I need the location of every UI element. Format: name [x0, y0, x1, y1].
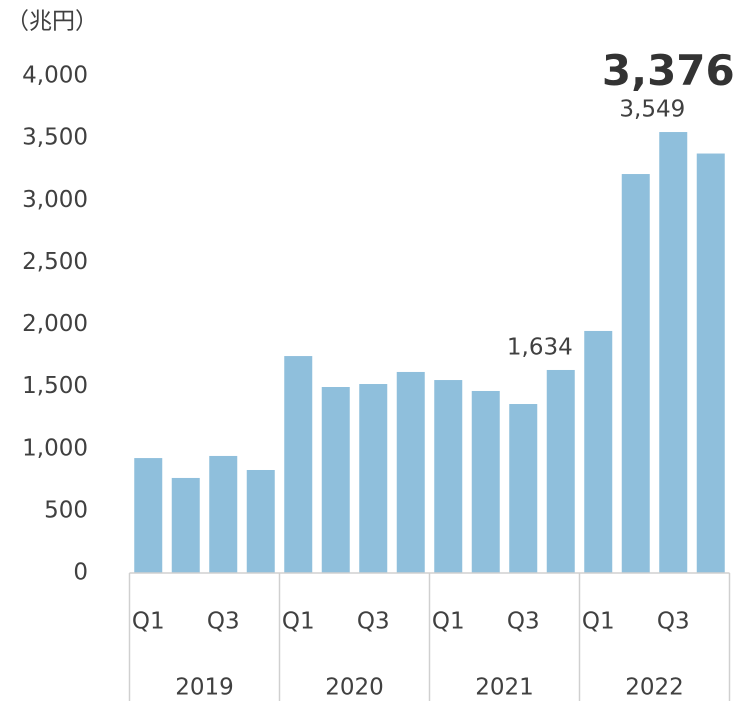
data-label: 3,376 [602, 46, 735, 95]
y-tick-label: 2,000 [22, 311, 88, 337]
y-tick-label: 4,000 [22, 63, 88, 89]
bar [621, 174, 650, 573]
y-tick-label: 1,500 [22, 373, 88, 399]
x-tick-label: Q1 [582, 609, 615, 635]
bar [321, 386, 350, 573]
bar [471, 390, 500, 573]
bar [359, 384, 388, 573]
x-tick-label: Q1 [282, 609, 315, 635]
bar [696, 153, 725, 574]
data-label: 3,549 [619, 97, 685, 123]
x-tick-label: Q3 [207, 609, 240, 635]
y-tick-label: 1,000 [22, 435, 88, 461]
bar [546, 369, 575, 573]
y-axis-label: （兆円） [6, 9, 98, 35]
data-label: 1,634 [507, 334, 573, 360]
group-label: 2019 [175, 675, 234, 701]
group-label: 2020 [325, 675, 384, 701]
bar [171, 477, 200, 573]
y-tick-label: 500 [44, 497, 88, 523]
y-tick-label: 3,000 [22, 187, 88, 213]
bar [209, 455, 238, 573]
bar [509, 404, 538, 573]
bar [396, 371, 425, 573]
bar [584, 330, 613, 573]
x-tick-label: Q3 [507, 609, 540, 635]
bar [284, 356, 313, 573]
bar [659, 132, 688, 573]
bar [246, 469, 275, 573]
x-tick-label: Q3 [657, 609, 690, 635]
x-tick-label: Q1 [432, 609, 465, 635]
y-tick-label: 0 [73, 560, 88, 586]
x-tick-label: Q1 [132, 609, 165, 635]
y-tick-label: 3,500 [22, 125, 88, 151]
group-label: 2022 [625, 675, 684, 701]
group-label: 2021 [475, 675, 534, 701]
y-tick-label: 2,500 [22, 249, 88, 275]
bar [134, 458, 163, 573]
bar [434, 380, 463, 573]
x-tick-label: Q3 [357, 609, 390, 635]
